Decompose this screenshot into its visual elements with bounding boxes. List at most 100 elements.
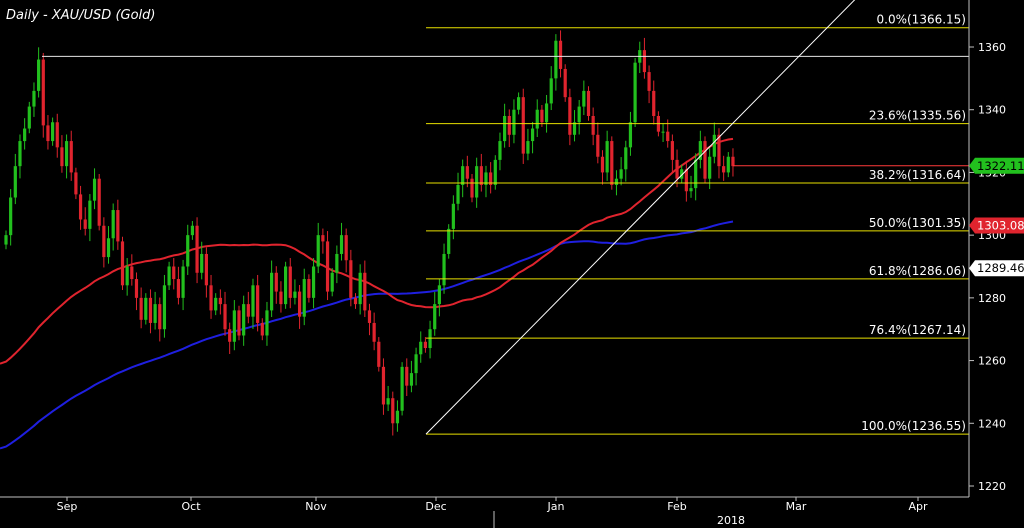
candle-body [148, 297, 153, 323]
candle-body [60, 147, 64, 167]
candle-body [144, 297, 148, 320]
y-tick-label: 1220 [978, 480, 1006, 493]
candle-body [554, 40, 558, 79]
candle-body [130, 266, 134, 280]
candle-body [218, 297, 222, 305]
candle-body [600, 156, 605, 173]
fib-level-label: 23.6%(1335.56) [869, 109, 966, 123]
candle-body [647, 72, 651, 91]
candle-body [284, 266, 288, 305]
candle-body [689, 188, 693, 192]
candle-body [316, 235, 320, 267]
fib-level-label: 61.8%(1286.06) [869, 264, 966, 278]
candle-body [330, 272, 334, 292]
candle-body [703, 141, 707, 179]
candle-body [540, 109, 544, 123]
fib-level-label: 100.0%(1236.55) [861, 419, 966, 433]
ma-red-tag: 1303.08 [969, 217, 1024, 234]
x-tick-label: Dec [425, 500, 446, 513]
x-tick-label: Sep [57, 500, 78, 513]
candle-body [405, 366, 409, 386]
candle-body [139, 297, 143, 320]
candle-body [577, 106, 581, 123]
candle-body [27, 106, 31, 129]
candle-body [526, 141, 530, 154]
candle-body [591, 115, 595, 135]
candle-body [409, 373, 414, 386]
candle-body [242, 304, 246, 336]
candle-body [209, 285, 213, 311]
candle-body [274, 272, 278, 292]
candle-body [83, 219, 87, 229]
candle-body [92, 178, 97, 201]
candle-body [13, 166, 17, 198]
candle-body [498, 141, 502, 160]
candle-body [596, 134, 600, 157]
candle-body [568, 97, 572, 135]
candle-body [204, 253, 208, 286]
candle-body [582, 90, 586, 107]
candle-body [680, 169, 684, 179]
last-price-tag: 1322.11 [969, 157, 1024, 174]
candle-body [507, 115, 511, 135]
candle-body [544, 103, 549, 123]
candle-body [358, 272, 362, 305]
candle-body [321, 235, 325, 242]
candle-body [484, 172, 488, 185]
candle-body [64, 141, 69, 167]
last-price-tag-text: 1322.11 [977, 159, 1024, 173]
candle-body [442, 253, 446, 286]
candle-body [181, 266, 185, 298]
last-price-tag-bg [969, 157, 1024, 174]
candle-body [167, 266, 171, 286]
candle-body [41, 59, 45, 126]
moving-averages-layer [0, 137, 734, 450]
candle-body [610, 141, 614, 185]
fib-level-label: 0.0%(1366.15) [877, 13, 966, 27]
y-tick-label: 1240 [978, 417, 1006, 430]
candle-body [512, 109, 516, 135]
fibonacci-layer: 0.0%(1366.15) 23.6%(1335.56) 38.2%(1316.64… [42, 0, 969, 435]
candle-body [23, 128, 27, 142]
ma-blue-tag-bg [969, 260, 1024, 277]
candle-body [153, 304, 157, 323]
year-label: 2018 [717, 514, 745, 527]
x-tick-label: Mar [786, 500, 807, 513]
candle-body [572, 122, 577, 135]
candle-body [88, 200, 92, 229]
candle-body [628, 122, 633, 148]
candle-body [195, 225, 199, 273]
candle-body [386, 398, 390, 405]
candle-body [419, 341, 423, 355]
candle-body [605, 141, 609, 173]
x-tick-label: Apr [908, 500, 928, 513]
candle-body [288, 266, 292, 298]
candle-body [125, 266, 129, 286]
candle-body [586, 90, 591, 116]
candle-body [503, 115, 507, 142]
candle-body [260, 322, 264, 336]
y-tick-label: 1340 [978, 104, 1006, 117]
candle-body [297, 291, 302, 317]
candle-body [493, 159, 497, 185]
candle-body [675, 159, 679, 179]
candle-body [190, 225, 194, 236]
candle-body [74, 172, 78, 195]
candle-body [214, 297, 218, 311]
candle-body [55, 122, 59, 148]
candle-body [46, 125, 50, 142]
candle-body [335, 253, 339, 273]
candle-body [349, 260, 353, 298]
candle-body [708, 156, 712, 179]
candle-body [456, 184, 460, 204]
candle-body [549, 78, 553, 104]
candle-body [237, 310, 241, 336]
candle-body [624, 147, 628, 170]
candle-body [51, 122, 55, 142]
candle-body [311, 266, 316, 298]
ma-blue-tag: 1289.46 [969, 260, 1024, 277]
candle-body [414, 354, 418, 374]
candle-body [461, 166, 465, 185]
candle-body [666, 131, 670, 142]
candle-body [223, 304, 227, 330]
